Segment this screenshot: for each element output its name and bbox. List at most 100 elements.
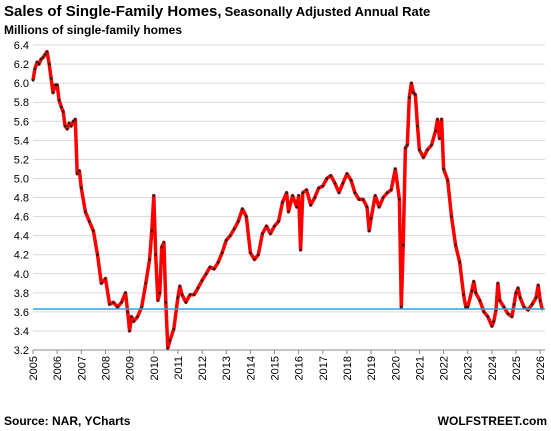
y-tick-label: 5.2 (14, 154, 29, 166)
data-point (152, 194, 156, 197)
chart-title: Sales of Single-Family Homes, Seasonally… (4, 3, 430, 20)
data-point (176, 296, 180, 299)
data-point (124, 291, 127, 295)
x-tick-label: 2010 (149, 356, 161, 380)
y-tick-label: 6.0 (14, 78, 29, 90)
data-point (416, 124, 419, 128)
data-point (92, 229, 95, 233)
data-point (472, 280, 476, 283)
data-point (410, 81, 413, 85)
data-point (180, 293, 184, 297)
data-point (156, 299, 160, 302)
data-point (518, 296, 522, 299)
data-point (458, 261, 462, 264)
data-point (265, 224, 268, 228)
x-tick-label: 2016 (294, 356, 306, 380)
data-point (128, 329, 131, 333)
data-point (490, 324, 494, 328)
data-point (400, 305, 403, 309)
data-point (502, 305, 506, 309)
credit: WOLFSTREET.com (438, 414, 547, 428)
data-point (422, 156, 425, 159)
data-point (220, 251, 224, 255)
x-tick-label: 2024 (487, 356, 499, 380)
data-point (377, 205, 381, 209)
data-point (200, 279, 204, 282)
data-point (506, 312, 510, 316)
data-point (464, 305, 468, 309)
data-point (229, 234, 232, 237)
x-tick-label: 2014 (245, 356, 257, 380)
data-point (47, 62, 51, 66)
data-point (49, 77, 53, 80)
data-point (498, 299, 502, 302)
data-point (116, 305, 119, 309)
data-point (172, 327, 176, 331)
data-point (37, 62, 41, 66)
data-point (67, 121, 71, 125)
y-tick-label: 4.0 (14, 269, 29, 281)
data-point (87, 220, 91, 223)
data-point (196, 286, 200, 290)
data-point (470, 289, 474, 293)
data-point (482, 310, 486, 314)
data-point (401, 243, 405, 247)
data-point (361, 198, 365, 201)
data-point (31, 78, 35, 82)
data-point (144, 281, 148, 285)
data-point (299, 248, 302, 252)
data-point (536, 283, 540, 287)
data-point (478, 299, 482, 302)
data-point (407, 96, 411, 99)
x-tick-label: 2007 (76, 356, 88, 380)
data-point (96, 253, 99, 256)
y-tick-label: 3.8 (14, 288, 29, 300)
data-point (158, 291, 162, 295)
data-point (136, 315, 139, 318)
data-point (389, 188, 393, 192)
data-point (325, 177, 329, 180)
x-tick-label: 2026 (535, 356, 547, 380)
data-point (297, 194, 300, 197)
data-point (39, 57, 43, 61)
data-point (309, 203, 313, 207)
data-point (261, 232, 264, 236)
data-point (365, 205, 369, 209)
data-point (73, 118, 77, 121)
data-point (414, 93, 417, 96)
data-point (285, 191, 288, 195)
x-tick-label: 2021 (414, 356, 426, 380)
data-point (241, 207, 244, 211)
y-tick-label: 5.0 (14, 173, 29, 185)
data-point (510, 315, 514, 318)
x-tick-label: 2020 (390, 356, 402, 380)
data-point (277, 220, 280, 223)
data-point (317, 186, 321, 190)
data-point (418, 148, 421, 152)
y-tick-label: 4.6 (14, 212, 29, 224)
data-point (474, 291, 477, 295)
y-tick-label: 3.2 (14, 345, 29, 357)
x-tick-label: 2015 (270, 356, 282, 380)
data-point (496, 281, 500, 285)
data-point (178, 284, 182, 288)
x-tick-label: 2022 (439, 356, 451, 380)
y-tick-label: 4.8 (14, 193, 29, 205)
x-tick-label: 2012 (197, 356, 209, 380)
data-point (253, 258, 256, 261)
y-tick-label: 3.4 (14, 326, 29, 338)
data-point (188, 293, 192, 297)
data-point (522, 305, 526, 309)
data-point (341, 181, 345, 185)
data-point (63, 124, 67, 128)
data-point (305, 188, 308, 192)
data-point (313, 196, 317, 199)
data-point (426, 148, 429, 152)
data-point (436, 118, 439, 121)
data-point (57, 98, 61, 102)
data-point (204, 272, 208, 276)
data-point (43, 53, 47, 56)
data-point (184, 301, 188, 304)
